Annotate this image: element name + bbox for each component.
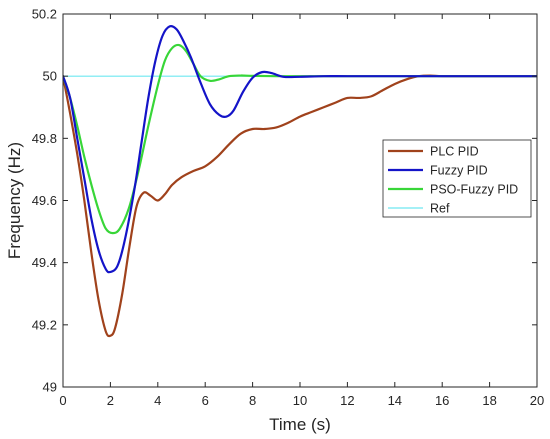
x-tick-label: 2: [107, 393, 114, 408]
x-tick-label: 12: [340, 393, 354, 408]
x-tick-label: 16: [435, 393, 449, 408]
x-tick-label: 10: [293, 393, 307, 408]
y-axis: 49 49.2 49.4 49.6 49.8 50 50.2: [32, 7, 537, 395]
y-tick-label: 49.2: [32, 317, 57, 332]
legend-box: [382, 139, 532, 218]
y-tick-label: 49: [43, 380, 57, 395]
x-tick-label: 18: [482, 393, 496, 408]
x-tick-label: 20: [530, 393, 544, 408]
x-tick-label: 6: [202, 393, 209, 408]
legend-label-ref: Ref: [430, 202, 450, 216]
legend: PLC PID Fuzzy PID PSO-Fuzzy PID Ref: [382, 139, 532, 218]
y-tick-label: 49.6: [32, 193, 57, 208]
legend-label-plc-pid: PLC PID: [430, 145, 479, 159]
x-axis-label: Time (s): [269, 415, 331, 434]
series-line-fuzzy-pid: [63, 25, 537, 274]
x-tick-label: 8: [249, 393, 256, 408]
y-tick-label: 49.4: [32, 255, 57, 270]
y-tick-label: 49.8: [32, 131, 57, 146]
y-tick-label: 50.2: [32, 7, 57, 22]
x-tick-label: 0: [59, 393, 66, 408]
x-tick-label: 4: [154, 393, 161, 408]
series-layer: [63, 25, 537, 338]
legend-label-pso-fuzzy-pid: PSO-Fuzzy PID: [430, 183, 518, 197]
series-line-plc-pid: [63, 74, 537, 338]
x-tick-label: 14: [388, 393, 402, 408]
legend-label-fuzzy-pid: Fuzzy PID: [430, 164, 488, 178]
y-axis-label: Frequency (Hz): [5, 142, 24, 259]
y-tick-label: 50: [43, 69, 57, 84]
x-axis: 0 2 4 6 8 10 12 14 16 18 20: [59, 14, 544, 408]
